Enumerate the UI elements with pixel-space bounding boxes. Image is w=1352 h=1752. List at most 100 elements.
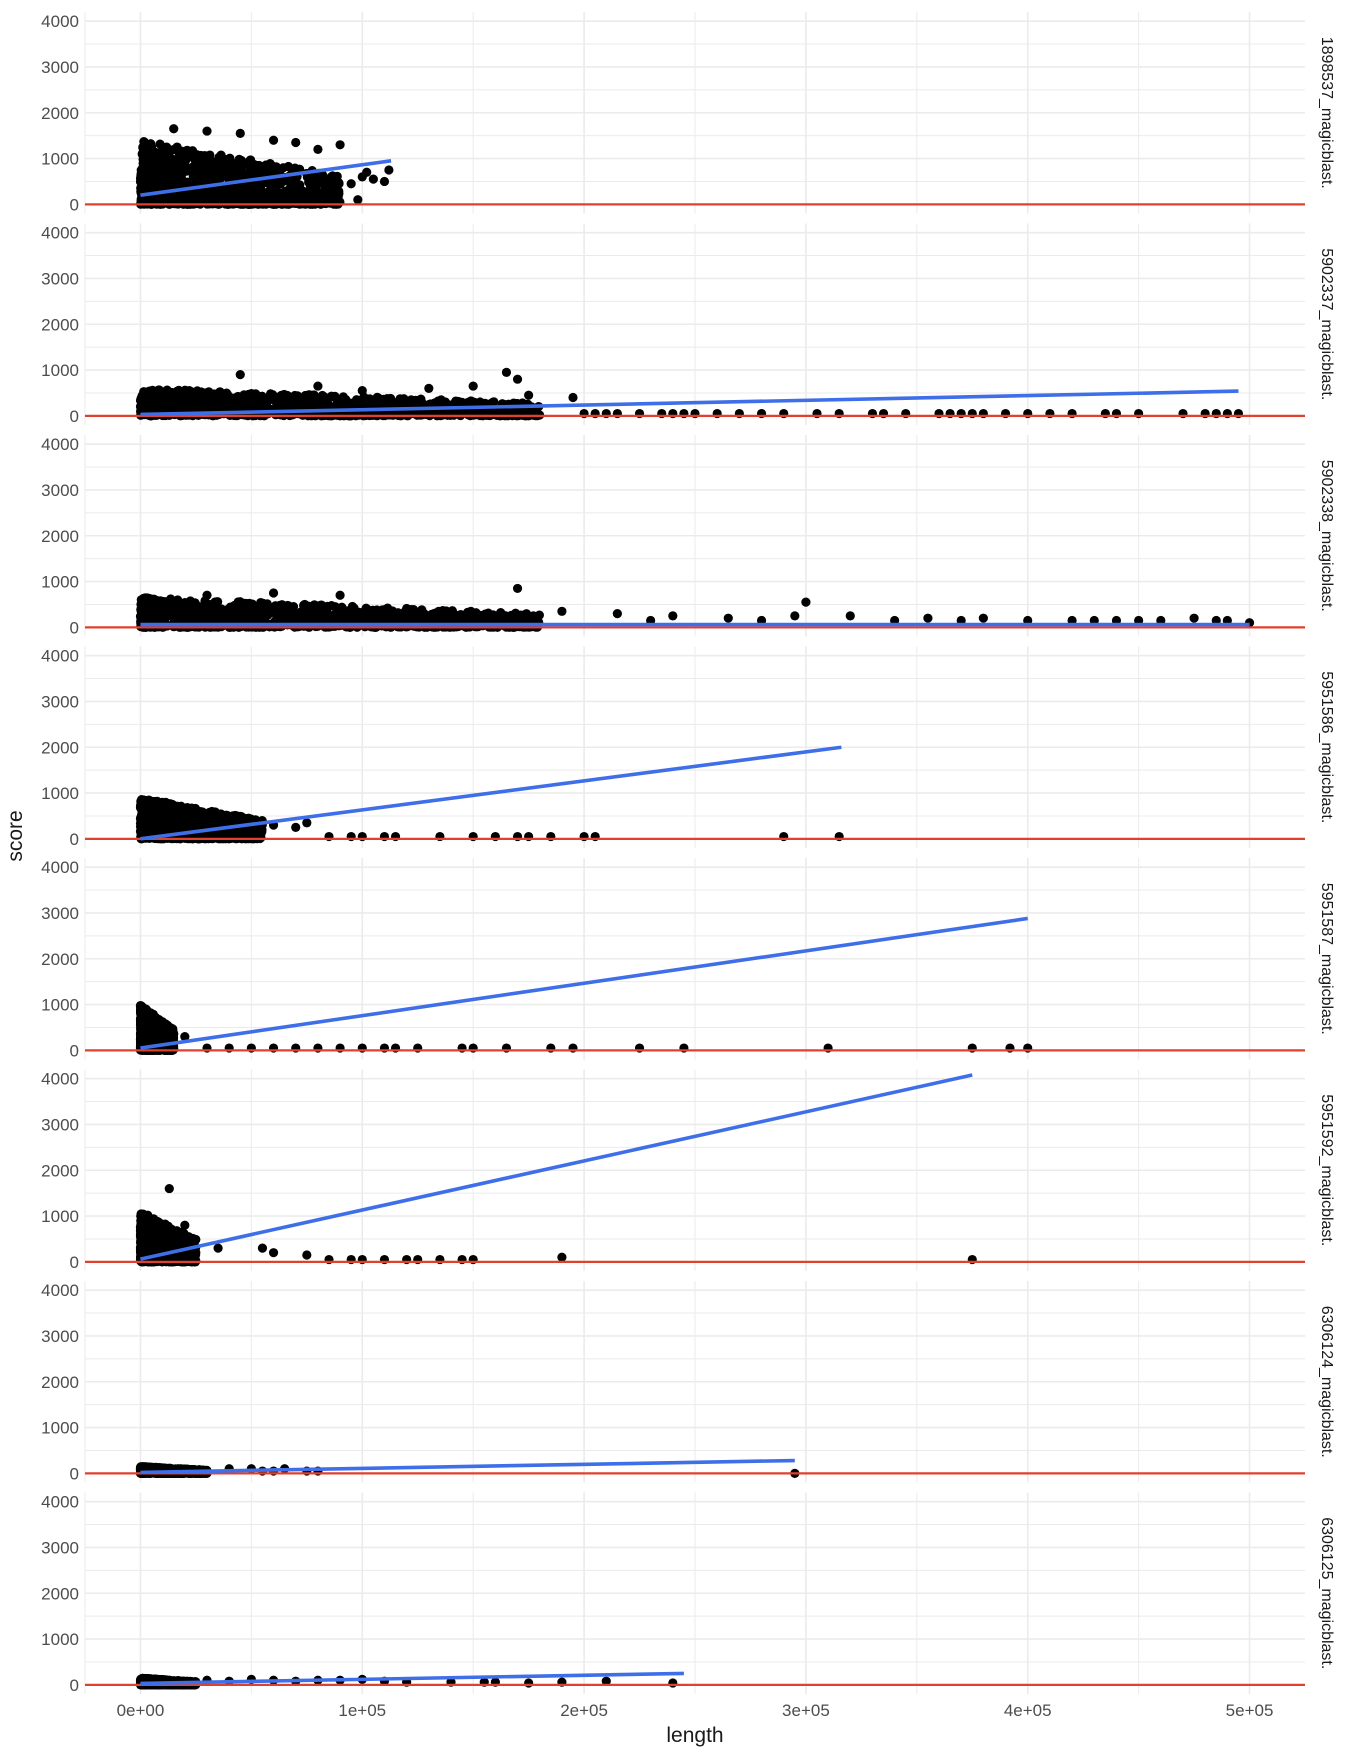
y-tick-label: 4000 <box>41 224 79 243</box>
data-point <box>268 135 279 145</box>
data-point <box>142 176 153 186</box>
data-point <box>206 398 216 409</box>
data-point <box>150 149 160 160</box>
data-point <box>291 822 301 832</box>
data-point <box>139 137 150 147</box>
data-point <box>557 606 567 616</box>
data-point <box>182 604 192 614</box>
data-point <box>247 394 258 404</box>
data-point <box>166 168 177 178</box>
data-point <box>197 391 207 401</box>
data-point <box>149 820 159 830</box>
data-point <box>235 370 245 380</box>
data-point <box>152 161 163 171</box>
data-point <box>845 611 855 621</box>
data-point <box>142 605 152 615</box>
data-point <box>159 809 169 819</box>
data-point <box>438 409 448 419</box>
data-point <box>303 602 313 612</box>
data-point <box>286 607 297 617</box>
data-point <box>136 169 146 179</box>
data-point <box>202 605 212 615</box>
data-point <box>501 367 512 377</box>
data-point <box>155 139 165 149</box>
data-point <box>346 179 356 189</box>
facet-strip-label: 1898537_magicblast. <box>1318 37 1335 189</box>
data-point <box>194 169 204 179</box>
data-point <box>216 390 226 400</box>
data-point <box>192 150 202 160</box>
data-point <box>506 610 516 620</box>
data-point <box>169 124 179 134</box>
data-point <box>146 142 157 152</box>
data-point <box>185 387 196 397</box>
y-tick-label: 2000 <box>41 527 79 546</box>
facet-strip-label: 5902337_magicblast. <box>1318 248 1335 400</box>
data-point <box>297 398 307 409</box>
data-point <box>285 397 295 407</box>
data-point <box>295 187 305 197</box>
data-point <box>265 389 276 399</box>
data-point <box>291 137 301 148</box>
data-point <box>202 590 212 600</box>
data-point <box>222 810 232 821</box>
data-point <box>357 386 367 396</box>
data-point <box>310 188 320 198</box>
data-point <box>517 611 527 622</box>
data-point <box>468 381 478 391</box>
data-point <box>290 179 300 189</box>
y-tick-label: 0 <box>70 618 79 637</box>
data-point <box>169 178 179 188</box>
data-point <box>233 597 243 607</box>
y-tick-label: 2000 <box>41 950 79 969</box>
data-point <box>322 188 332 198</box>
data-point <box>269 607 279 618</box>
data-point <box>612 609 622 619</box>
data-point <box>178 160 188 170</box>
data-point <box>275 600 285 610</box>
data-point <box>236 170 246 180</box>
data-point <box>169 607 179 617</box>
data-point <box>165 391 175 401</box>
data-point <box>143 811 153 822</box>
data-point <box>346 613 356 623</box>
data-point <box>245 184 255 194</box>
data-point <box>261 606 271 616</box>
data-point <box>417 605 427 615</box>
data-point <box>174 821 184 831</box>
data-point <box>335 590 345 600</box>
data-point <box>313 144 323 154</box>
data-point <box>335 140 345 150</box>
data-point <box>191 832 202 843</box>
y-tick-label: 1000 <box>41 150 79 169</box>
data-point <box>150 168 160 179</box>
y-tick-label: 1000 <box>41 996 79 1015</box>
y-tick-label: 1000 <box>41 784 79 803</box>
data-point <box>478 611 488 622</box>
y-tick-label: 4000 <box>41 435 79 454</box>
data-point <box>188 162 198 172</box>
data-point <box>354 397 365 407</box>
data-point <box>306 391 316 401</box>
data-point <box>447 606 457 616</box>
data-point <box>801 597 811 607</box>
y-tick-label: 3000 <box>41 269 79 288</box>
data-point <box>223 188 233 198</box>
data-point <box>411 409 421 419</box>
data-point <box>245 832 255 842</box>
data-point <box>384 165 394 175</box>
data-point <box>202 187 213 197</box>
y-tick-label: 3000 <box>41 904 79 923</box>
data-point <box>331 394 342 404</box>
data-point <box>214 157 224 167</box>
data-point <box>668 611 678 621</box>
y-tick-label: 1000 <box>41 573 79 592</box>
y-tick-label: 3000 <box>41 58 79 77</box>
data-point <box>187 803 197 813</box>
